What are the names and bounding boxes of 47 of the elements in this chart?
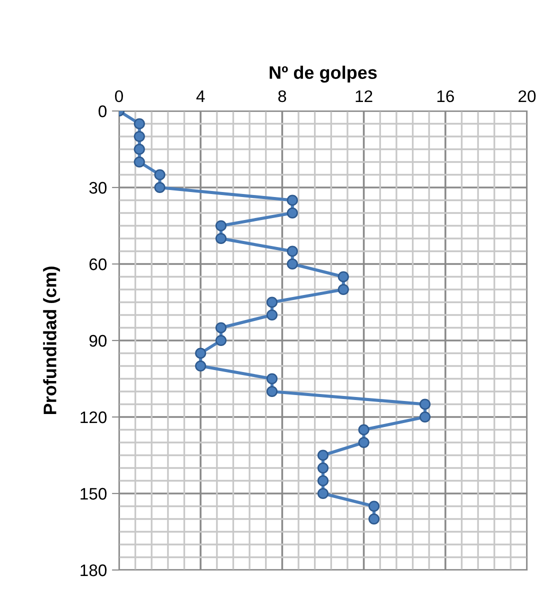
point [368,500,380,512]
point [419,398,431,410]
point [154,182,166,194]
y-tick-label: 120 [80,411,107,424]
y-axis-title: Profundidad (cm) [43,266,60,414]
point [286,194,298,206]
y-tick-label: 60 [90,258,107,270]
x-axis-title: Nº de golpes [270,66,377,83]
point [266,309,278,321]
point [286,246,298,257]
x-tick-label: 12 [356,90,372,102]
y-tick-label: 0 [98,105,107,118]
y-tick-label: 180 [80,564,107,576]
point [134,118,145,130]
point [358,424,370,436]
point [286,258,298,270]
x-tick-label: 16 [437,90,454,102]
point [286,207,298,219]
point [195,360,206,372]
point [358,436,370,448]
y-tick-label: 150 [80,488,107,500]
point [266,373,278,384]
point [338,271,349,282]
point [154,169,166,180]
y-tick-label: 90 [89,334,107,347]
x-tick-label: 0 [115,90,123,102]
point [134,144,145,155]
point [195,348,206,359]
y-tick-label: 30 [89,182,107,194]
point [317,475,329,486]
point [368,513,380,525]
point [134,156,145,168]
point [338,284,349,296]
point [317,488,329,500]
point [266,296,278,308]
point [134,130,145,142]
point [317,450,329,461]
x-tick-label: 20 [518,90,536,102]
point [215,322,227,334]
point [215,220,227,232]
point [266,386,278,398]
point [215,334,227,346]
point [317,462,329,474]
x-tick-label: 4 [196,90,205,102]
x-tick-label: 8 [278,90,286,102]
point [215,232,227,244]
point [419,411,431,423]
